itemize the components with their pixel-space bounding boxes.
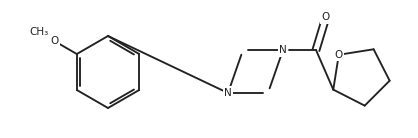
Text: N: N: [224, 88, 232, 98]
Text: CH₃: CH₃: [29, 27, 48, 37]
Text: O: O: [50, 36, 59, 46]
Text: N: N: [279, 45, 287, 55]
Text: O: O: [322, 12, 330, 22]
Text: O: O: [335, 50, 343, 60]
